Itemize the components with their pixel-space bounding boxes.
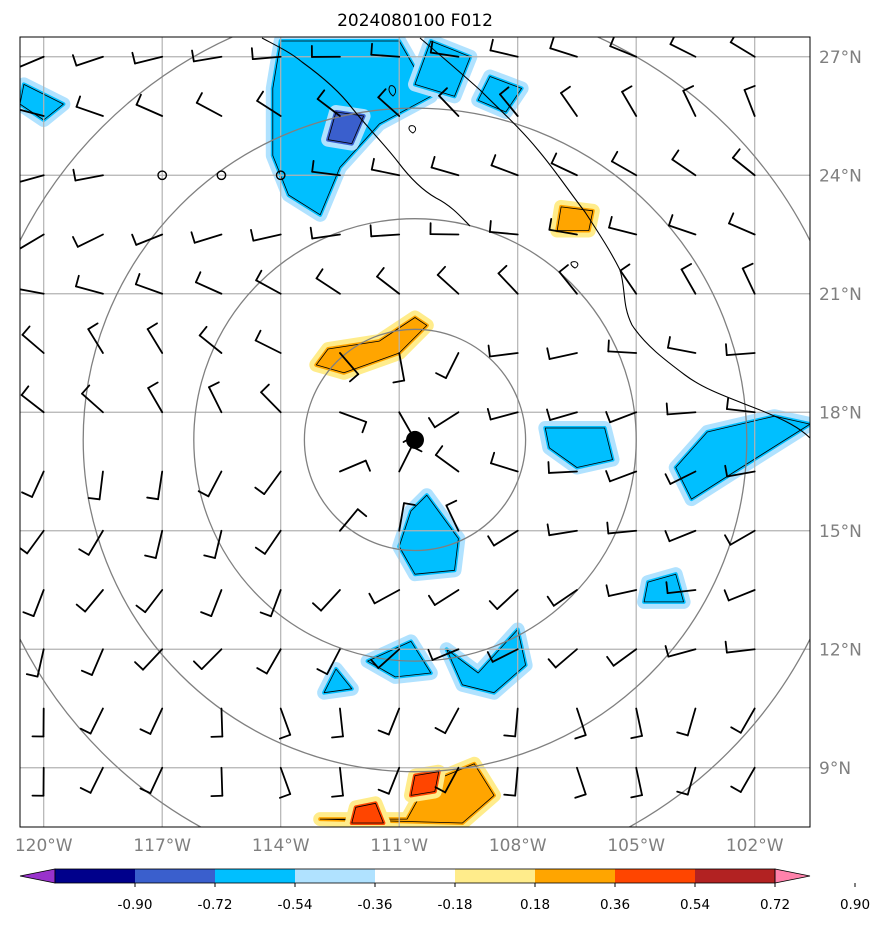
wind-barb-flag [252, 48, 253, 59]
longitude-tick-label: 120°W [15, 836, 73, 856]
colorbar-tick-label: 0.18 [520, 897, 550, 913]
colorbar-extend-high [775, 869, 810, 883]
colorbar-segment [455, 869, 535, 883]
longitude-tick-label: 111°W [370, 836, 428, 856]
wind-barb-flag [727, 398, 728, 409]
pos-region-4 [352, 803, 384, 823]
colorbar-segment [535, 869, 615, 883]
colorbar-segment [215, 869, 295, 883]
colorbar-segment [55, 869, 135, 883]
wind-barb-flag [667, 403, 668, 414]
wind-barb-flag [14, 172, 17, 183]
colorbar-tick-label: 0.54 [680, 897, 710, 913]
colorbar-segment [295, 869, 375, 883]
latitude-tick-label: 27°N [819, 48, 862, 68]
latitude-tick-label: 24°N [819, 166, 862, 186]
wind-barb-flag [371, 44, 372, 55]
latitude-tick-label: 21°N [819, 285, 862, 305]
colorbar-tick-label: -0.36 [358, 897, 393, 913]
colorbar-segment [615, 869, 695, 883]
wind-barb-flag [332, 736, 343, 737]
latitude-tick-label: 18°N [819, 403, 862, 423]
colorbar-tick-label: -0.54 [278, 897, 313, 913]
wind-barb-staff [221, 768, 222, 796]
wind-barb-flag [726, 344, 727, 355]
wind-barb-flag [504, 735, 515, 736]
wind-barb-flag [607, 522, 608, 533]
colorbar-tick-label: -0.18 [438, 897, 473, 913]
longitude-tick-labels: 120°W 117°W 114°W 111°W 108°W 105°W 102°W [15, 836, 784, 856]
wind-barb-flag [666, 582, 667, 593]
latitude-tick-label: 9°N [819, 759, 851, 779]
longitude-tick-label: 117°W [133, 836, 191, 856]
longitude-tick-label: 105°W [607, 836, 665, 856]
wind-barb-flag [17, 98, 20, 109]
colorbar-tick-label: -0.72 [198, 897, 233, 913]
chart-title: 2024080100 F012 [337, 11, 493, 31]
wind-barb-flag [371, 225, 372, 236]
colorbar-extend-low [20, 869, 55, 883]
wind-barb-flag [504, 795, 515, 796]
wind-barb-flag [16, 278, 18, 289]
latitude-tick-label: 15°N [819, 522, 862, 542]
wind-barb-flag [14, 239, 20, 248]
longitude-tick-label: 108°W [489, 836, 547, 856]
colorbar-tick-label: 0.72 [760, 897, 790, 913]
wind-barb-flag [490, 221, 491, 232]
storm-center-marker [406, 431, 424, 449]
longitude-tick-label: 114°W [252, 836, 310, 856]
longitude-tick-label: 102°W [726, 836, 784, 856]
colorbar-segment [135, 869, 215, 883]
wind-barb-flag [332, 796, 343, 797]
colorbar-tick-label: -0.90 [118, 897, 153, 913]
colorbar-segment [375, 869, 455, 883]
colorbar-segment [695, 869, 775, 883]
latitude-tick-label: 12°N [819, 640, 862, 660]
colorbar-tick-label: 0.36 [600, 897, 630, 913]
wind-barb-flag [608, 340, 609, 351]
colorbar-tick-label: 0.90 [840, 897, 870, 913]
wind-barb-flag [14, 58, 18, 68]
wind-barb-staff [221, 709, 222, 737]
wind-barb-flag [548, 462, 549, 473]
latitude-tick-labels: 27°N 24°N 21°N 18°N 15°N 12°N 9°N [819, 48, 862, 779]
colorbar: -0.90 -0.72 -0.54 -0.36 -0.18 0.18 0.36 0.54 0.7… [20, 869, 870, 913]
